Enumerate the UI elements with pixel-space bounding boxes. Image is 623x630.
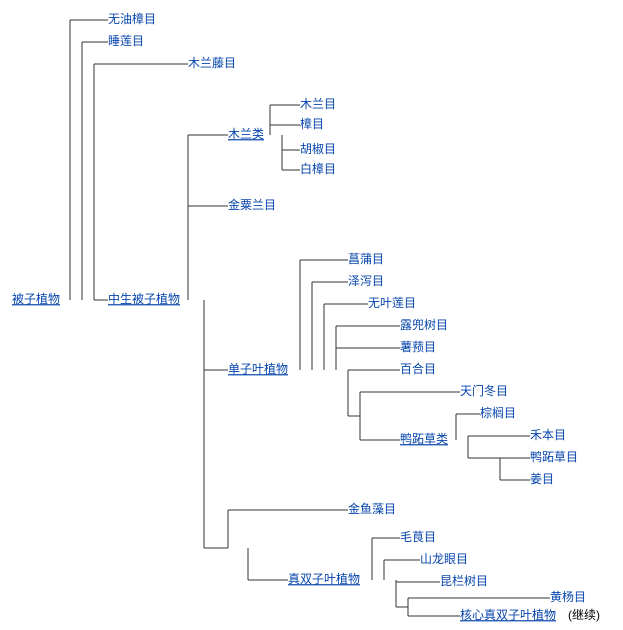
node-chloranthales[interactable]: 金粟兰目	[228, 197, 276, 212]
node-pandanales[interactable]: 露兜树目	[400, 317, 448, 332]
node-proteales[interactable]: 山龙眼目	[420, 552, 468, 566]
node-petrosaviales[interactable]: 无叶莲目	[368, 296, 416, 310]
node-canellales[interactable]: 白樟目	[300, 161, 336, 176]
node-continued: (继续)	[568, 608, 600, 622]
node-mesangio[interactable]: 中生被子植物	[108, 291, 180, 306]
node-austrobaileyales[interactable]: 木兰藤目	[188, 56, 236, 70]
node-root[interactable]: 被子植物	[12, 291, 60, 306]
node-ranunculales[interactable]: 毛茛目	[400, 530, 436, 544]
cladogram-tree: 被子植物 无油樟目睡莲目木兰藤目中生被子植物 木兰类金粟兰目单子叶植物 木兰目樟目胡椒…	[0, 0, 623, 630]
node-trochodendrales[interactable]: 昆栏树目	[440, 573, 488, 588]
node-core_eudicots[interactable]: 核心真双子叶植物	[460, 607, 556, 622]
node-eudicots[interactable]: 真双子叶植物	[288, 571, 360, 586]
node-ceratophyllales[interactable]: 金鱼藻目	[348, 501, 396, 516]
node-asparagales[interactable]: 天门冬目	[460, 383, 508, 398]
node-piperales[interactable]: 胡椒目	[300, 142, 336, 156]
node-laurales[interactable]: 樟目	[300, 116, 324, 131]
node-zingiberales[interactable]: 姜目	[530, 472, 554, 486]
node-amborellales[interactable]: 无油樟目	[108, 11, 156, 26]
node-magnoliales[interactable]: 木兰目	[300, 97, 336, 111]
node-arecales[interactable]: 棕榈目	[480, 405, 516, 420]
node-magnoliids[interactable]: 木兰类	[228, 127, 264, 141]
node-monocots[interactable]: 单子叶植物	[228, 361, 288, 376]
node-alismatales[interactable]: 泽泻目	[348, 274, 384, 288]
node-buxales[interactable]: 黄杨目	[550, 589, 586, 604]
node-liliales[interactable]: 百合目	[400, 361, 436, 376]
node-poales[interactable]: 禾本目	[530, 428, 566, 442]
node-commelinales[interactable]: 鸭跖草目	[530, 450, 578, 464]
node-acorales[interactable]: 菖蒲目	[348, 252, 384, 266]
node-nymphaeales[interactable]: 睡莲目	[108, 34, 144, 48]
node-dioscoreales[interactable]: 薯蓣目	[400, 340, 436, 354]
node-commelinids[interactable]: 鸭跖草类	[400, 432, 448, 446]
